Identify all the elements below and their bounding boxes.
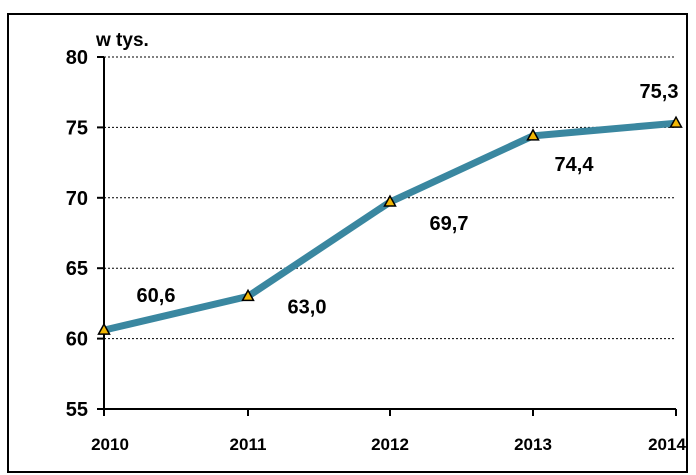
x-tick-label: 2010: [91, 435, 129, 454]
data-label: 63,0: [288, 296, 327, 318]
data-label: 75,3: [640, 81, 679, 103]
unit-label: w tys.: [95, 30, 149, 51]
data-label: 74,4: [555, 154, 595, 176]
data-label: 69,7: [430, 213, 469, 235]
data-point-marker: [669, 115, 683, 128]
x-tick-label: 2013: [514, 435, 552, 454]
x-tick-label: 2011: [230, 435, 267, 454]
y-tick-label: 70: [66, 188, 88, 210]
x-tick-label: 2014: [648, 435, 686, 454]
data-point-marker: [97, 322, 111, 335]
data-labels: 60,6 63,0 69,7 74,4 75,3: [137, 81, 679, 318]
y-axis-ticks: 55 60 65 70 75 80: [66, 47, 104, 421]
y-tick-label: 75: [66, 117, 88, 139]
data-point-marker: [383, 194, 397, 207]
chart-frame: [7, 13, 688, 473]
data-point-marker: [526, 128, 540, 141]
series: [97, 115, 683, 335]
data-label: 60,6: [137, 285, 176, 307]
x-axis-ticks: 2010 2011 2012 2013 2014: [91, 409, 686, 454]
y-tick-label: 65: [66, 258, 88, 280]
data-point-marker: [241, 288, 255, 302]
y-tick-label: 60: [66, 329, 88, 351]
x-tick-label: 2012: [371, 435, 409, 454]
y-tick-label: 80: [66, 47, 88, 69]
y-tick-label: 55: [66, 399, 88, 421]
